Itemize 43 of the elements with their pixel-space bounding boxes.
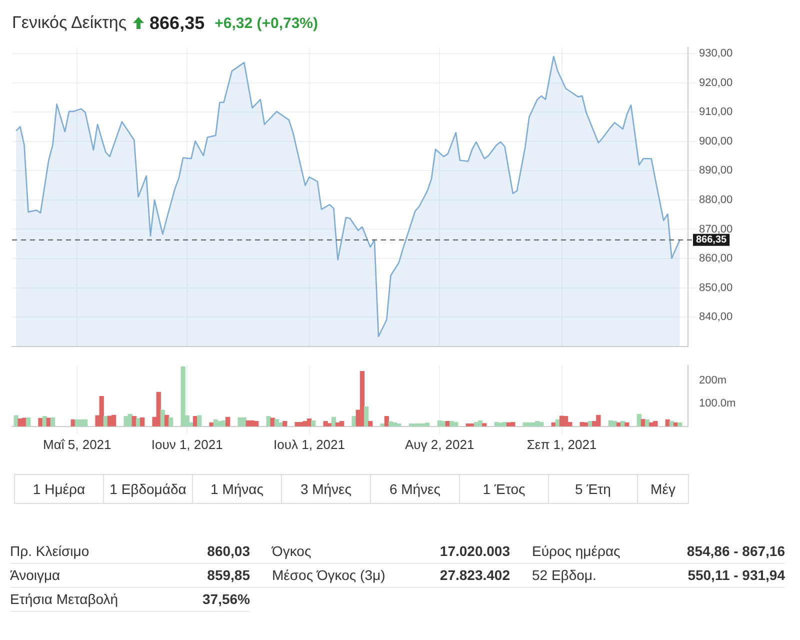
text: 52 Εβδομ. [510, 564, 660, 588]
text: Μέσος Όγκος (3μ) [250, 564, 420, 588]
y-tick-label: 900,00 [699, 135, 733, 148]
x-tick-label: Σεπ 1, 2021 [526, 436, 597, 452]
text: 854,86 - 867,16 [660, 540, 785, 564]
x-tick-label: Μαΐ 5, 2021 [43, 436, 112, 452]
x-tick-label: Ιουλ 1, 2021 [274, 436, 345, 452]
text: 37,56% [160, 588, 250, 612]
text: Εύρος ημέρας [510, 540, 660, 564]
text: 1 Ημέρα [14, 474, 104, 504]
y-tick-label: 930,00 [699, 47, 733, 60]
text: 550,11 - 931,94 [660, 564, 785, 588]
text: 860,03 [160, 540, 250, 564]
text: 1 Εβδομάδα [104, 474, 193, 504]
y-tick-label: 910,00 [699, 106, 733, 118]
y-tick-label: 850,00 [699, 282, 733, 294]
y-tick-label: 200m [699, 374, 727, 387]
text: 1 Έτος [460, 474, 549, 504]
text: 3 Μήνες [282, 474, 371, 504]
y-tick-label: 870,00 [699, 223, 733, 236]
text: 17.020.003 [420, 540, 510, 564]
text: Ετήσια Μεταβολή [10, 588, 160, 612]
text: 6 Μήνες [371, 474, 460, 504]
text: 27.823.402 [420, 564, 510, 588]
y-tick-label: 100.0m [699, 397, 736, 410]
ref-line-label: 866,35 [696, 234, 728, 246]
text: Μέγ [638, 474, 689, 504]
text: 859,85 [160, 564, 250, 588]
chart-title: Γενικός Δείκτης [12, 13, 127, 33]
text: 866,35 [150, 12, 205, 34]
text: Πρ. Κλείσιμο [10, 540, 160, 564]
x-tick-label: Αυγ 2, 2021 [404, 436, 474, 452]
text: 5 Έτη [549, 474, 638, 504]
text: Όγκος [250, 540, 420, 564]
y-tick-label: 880,00 [699, 194, 733, 206]
y-tick-label: 860,00 [699, 252, 733, 265]
x-tick-label: Ιουν 1, 2021 [151, 436, 223, 452]
y-tick-label: 890,00 [699, 164, 733, 177]
text: Άνοιγμα [10, 564, 160, 588]
text: 1 Μήνας [193, 474, 282, 504]
y-tick-label: 920,00 [699, 76, 733, 89]
text: +6,32 (+0,73%) [214, 14, 318, 32]
y-tick-label: 840,00 [699, 311, 733, 324]
